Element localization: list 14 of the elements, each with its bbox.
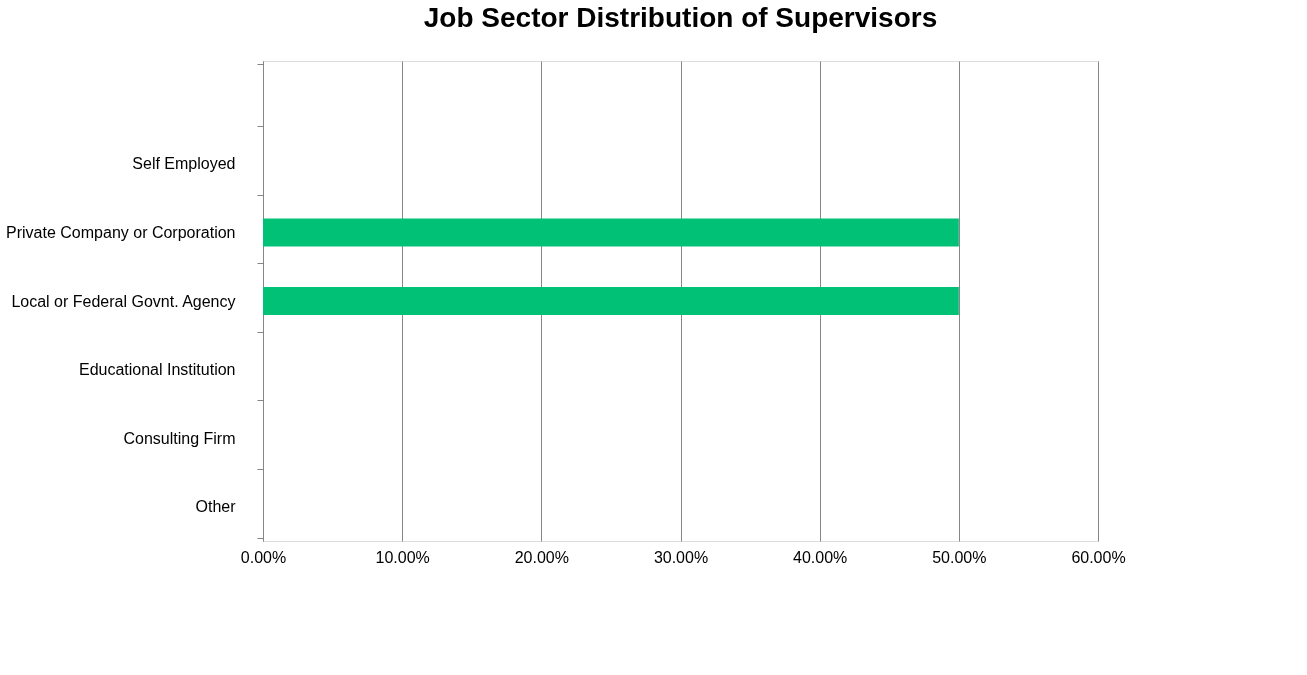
x-tick-label: 0.00% <box>240 548 287 566</box>
x-tick-label: 20.00% <box>514 548 569 566</box>
y-tick-label: Local or Federal Govnt. Agency <box>11 292 236 310</box>
x-tick-label: 40.00% <box>793 548 848 566</box>
y-tick-label: Consulting Firm <box>123 429 236 447</box>
x-tick-label: 10.00% <box>375 548 430 566</box>
y-tick-label: Private Company or Corporation <box>6 223 236 241</box>
x-tick-label: 30.00% <box>653 548 709 566</box>
y-tick-label: Other <box>195 498 237 516</box>
y-tick-label: Self Employed <box>132 155 236 173</box>
chart-title: Job Sector Distribution of Supervisors <box>423 2 938 33</box>
x-tick-label: 60.00% <box>1071 548 1126 566</box>
y-tick-label: Educational Institution <box>78 361 236 379</box>
x-tick-label: 50.00% <box>932 548 987 566</box>
